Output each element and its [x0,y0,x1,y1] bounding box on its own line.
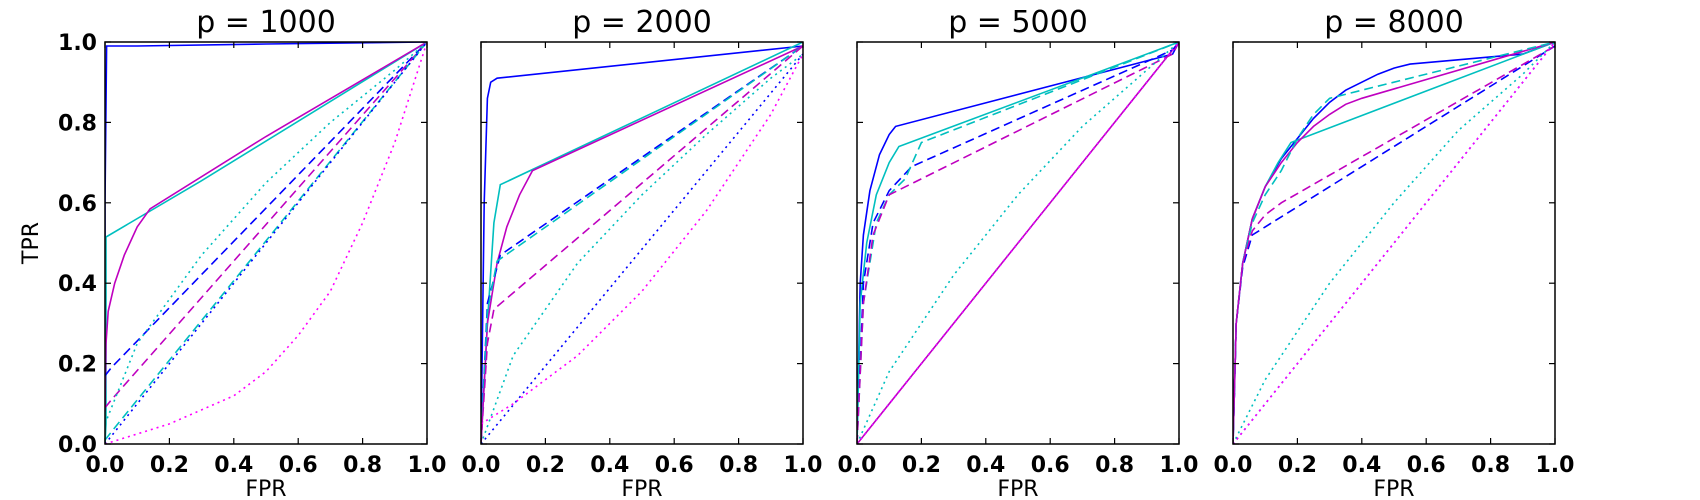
y-tick-label: 1.0 [58,31,97,56]
panel-3: 0.0 0.2 0.4 0.6 0.8 1.0 p = 5000 FPR [838,5,1199,500]
series-line-dotted [857,42,1179,444]
plot-frame [856,41,1180,445]
series-line-dotted [857,42,1179,444]
series-line-dashed [1233,42,1555,444]
x-tick-label: 1.0 [408,453,447,478]
series-line-dashed [105,42,427,409]
series-line-dotted [1233,42,1555,444]
x-tick-label: 0.0 [1214,453,1253,478]
x-axis-label: FPR [1373,477,1414,500]
y-tick-label: 0.8 [58,111,97,136]
x-tick-label: 0.8 [1095,453,1134,478]
series-line-solid [481,45,803,444]
series-line-solid [857,42,1179,444]
x-tick-label: 0.6 [655,453,694,478]
series-line-dashed [105,42,427,377]
x-tick-label: 0.4 [214,453,253,478]
x-tick-label: 0.2 [902,453,941,478]
panel-2: 0.0 0.2 0.4 0.6 0.8 1.0 p = 2000 FPR [462,5,823,500]
x-tick-label: 1.0 [1160,453,1199,478]
x-tick-label: 0.4 [966,453,1005,478]
series-line-dashed [481,45,803,444]
series-line-dotted [105,42,427,444]
x-tick-label: 0.4 [590,453,629,478]
x-tick-label: 0.2 [150,453,189,478]
series-line-dotted [481,53,803,444]
plot-frame [1232,41,1556,445]
series-group [1233,42,1555,444]
series-line-dotted [481,53,803,425]
series-line-dashed [481,45,803,444]
series-line-solid [1233,42,1555,444]
x-tick-label: 0.2 [1278,453,1317,478]
x-tick-label: 0.0 [86,453,125,478]
series-line-solid [481,45,803,444]
x-tick-label: 1.0 [784,453,823,478]
panel-1: 0.0 0.2 0.4 0.6 0.8 1.0 0.0 0.2 0.4 0.6 0.8 1.0 p = … [19,5,446,500]
panel-4: 0.0 0.2 0.4 0.6 0.8 1.0 p = 8000 FPR [1214,5,1575,500]
x-tick-label: 0.6 [279,453,318,478]
x-tick-label: 0.6 [1407,453,1446,478]
series-group [105,42,427,444]
series-line-dashed [1233,45,1555,444]
panel-title: p = 5000 [948,5,1088,40]
y-tick-label: 0.0 [58,433,97,458]
y-tick-label: 0.4 [58,272,97,297]
series-line-dotted [105,42,427,444]
series-line-dashed [857,42,1179,444]
series-line-dotted [105,42,427,425]
series-line-dashed [481,45,803,444]
y-tick-label: 0.2 [58,353,97,378]
series-group [481,42,803,444]
series-group [857,42,1179,444]
series-line-dotted [481,53,803,444]
series-line-dotted [1233,42,1555,444]
x-tick-label: 0.4 [1342,453,1381,478]
panel-title: p = 2000 [572,5,712,40]
series-line-solid [1233,42,1555,444]
y-axis-label: TPR [19,222,44,265]
series-line-solid [105,42,427,444]
series-line-solid [1233,42,1555,444]
panel-title: p = 8000 [1324,5,1464,40]
x-axis-label: FPR [621,477,662,500]
x-axis-label: FPR [997,477,1038,500]
plot-frame [104,41,428,445]
x-tick-label: 0.8 [343,453,382,478]
x-tick-label: 1.0 [1536,453,1575,478]
x-tick-label: 0.0 [462,453,501,478]
x-tick-label: 0.2 [526,453,565,478]
series-line-solid [105,42,427,412]
x-tick-label: 0.0 [838,453,877,478]
series-line-dashed [105,42,427,441]
x-tick-label: 0.8 [1471,453,1510,478]
series-line-dashed [1233,45,1555,444]
series-line-solid [481,42,803,444]
series-line-dotted [1233,42,1555,444]
plot-frame [480,41,804,445]
panel-title: p = 1000 [196,5,336,40]
y-tick-label: 0.6 [58,192,97,217]
x-axis-label: FPR [245,477,286,500]
x-tick-label: 0.6 [1031,453,1070,478]
x-tick-label: 0.8 [719,453,758,478]
